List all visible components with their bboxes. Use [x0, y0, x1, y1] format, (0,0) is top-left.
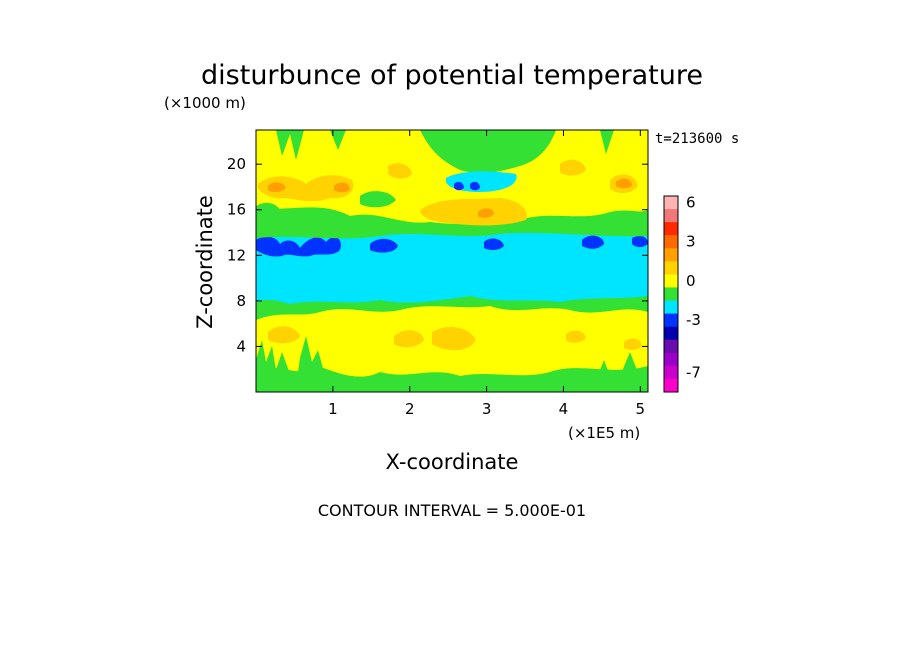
- blue-core-2: [370, 238, 398, 253]
- time-label: t=213600 s: [655, 131, 739, 147]
- plot-frame: [255, 129, 649, 393]
- colorbar-tick-label: -3: [686, 311, 701, 329]
- contour-interval-label: CONTOUR INTERVAL = 5.000E-01: [318, 501, 586, 520]
- y-unit-label: (×1000 m): [164, 94, 246, 112]
- colorbar-tick-label: 3: [686, 233, 696, 251]
- x-axis: 1 2 3 4 5: [328, 130, 645, 418]
- lower-orange-patch-1: [268, 326, 300, 344]
- colorbar-tick-label: 6: [686, 194, 696, 212]
- x-tick-label: 3: [482, 400, 492, 418]
- colorbar-cell: [664, 196, 678, 210]
- colorbar-frame: [663, 195, 679, 393]
- chart-title: disturbunce of potential temperature: [201, 60, 703, 91]
- upper-orange-band: [420, 198, 527, 226]
- lower-orange-patch-3: [432, 326, 476, 351]
- x-tick-label: 1: [328, 400, 338, 418]
- colorbar-cell: [664, 287, 678, 301]
- colorbar-cell: [664, 352, 678, 367]
- colorbar-cell: [664, 300, 678, 314]
- y-tick-label: 8: [236, 292, 246, 310]
- upper-orange-core: [478, 208, 494, 218]
- colorbar-cell: [664, 326, 678, 341]
- upper-orange-patch-mid: [388, 163, 412, 179]
- blue-core-1: [256, 236, 341, 257]
- colorbar-cell: [664, 378, 678, 393]
- colorbar-cell: [664, 339, 678, 354]
- colorbar-cell: [664, 313, 678, 327]
- lower-orange-patch-2: [394, 330, 424, 348]
- x-unit-label: (×1E5 m): [568, 424, 640, 442]
- colorbar-tick-label: 0: [686, 272, 696, 290]
- colorbar: 6 3 0 -3 -7: [663, 194, 701, 393]
- colorbar-tick-label: -7: [686, 363, 701, 381]
- y-tick-label: 16: [227, 201, 246, 219]
- middle-upper-green-band: [256, 207, 648, 239]
- blue-core-4: [582, 235, 604, 249]
- upper-orange-core-left: [268, 182, 350, 193]
- y-tick-label: 20: [227, 155, 246, 173]
- blue-core-5: [632, 236, 648, 248]
- colorbar-cell: [664, 274, 678, 288]
- colorbar-cell: [664, 365, 678, 380]
- top-green-structures: [256, 130, 614, 216]
- x-tick-label: 4: [559, 400, 569, 418]
- x-tick-label: 5: [636, 400, 646, 418]
- colorbar-cell: [664, 248, 678, 262]
- colorbar-cell: [664, 261, 678, 275]
- x-tick-label: 2: [405, 400, 415, 418]
- cyan-band: [256, 230, 648, 304]
- y-tick-label: 12: [227, 246, 246, 264]
- lower-green-streaks: [256, 336, 640, 382]
- upper-orange-patch-left: [258, 175, 354, 202]
- y-tick-label: 4: [236, 337, 246, 355]
- y-axis-label: Z-coordinate: [193, 195, 217, 329]
- y-axis: 4 8 12 16 20: [227, 155, 648, 355]
- lower-orange-patch-5: [624, 338, 642, 350]
- lower-orange-patch-4: [566, 330, 586, 343]
- contour-field: [256, 130, 648, 392]
- upper-orange-core-right: [616, 178, 632, 189]
- lower-green-band: [256, 366, 648, 392]
- top-blue-cores: [454, 181, 480, 191]
- blue-core-3: [484, 238, 504, 250]
- x-axis-label: X-coordinate: [386, 450, 519, 474]
- colorbar-cell: [664, 235, 678, 249]
- colorbar-cell: [664, 209, 678, 223]
- colorbar-cell: [664, 222, 678, 236]
